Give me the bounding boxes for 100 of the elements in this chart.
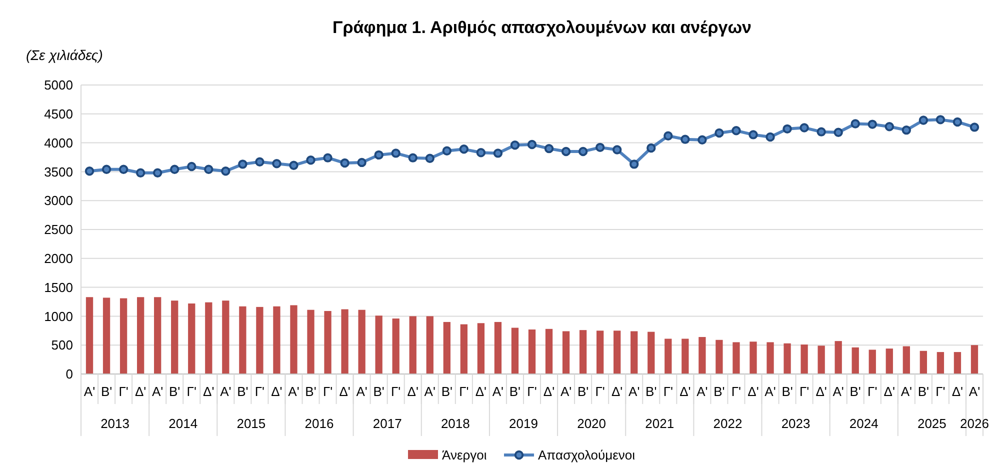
point xyxy=(664,131,673,140)
point xyxy=(766,132,775,142)
x-tick-label: Δ' xyxy=(134,384,146,399)
point xyxy=(306,156,316,165)
x-tick-label: Δ' xyxy=(680,384,691,399)
point xyxy=(646,143,656,153)
point xyxy=(884,122,894,132)
y-tick-label: 0 xyxy=(66,366,73,382)
x-tick-label: Β' xyxy=(100,384,112,399)
point xyxy=(374,150,384,160)
point xyxy=(816,127,826,136)
point xyxy=(255,157,264,166)
point xyxy=(595,142,605,152)
text: 2025 xyxy=(917,416,946,431)
point xyxy=(289,160,298,170)
text: 2026 xyxy=(960,416,989,431)
x-tick-label: Β' xyxy=(305,384,316,399)
point xyxy=(630,160,639,169)
x-tick-label: Δ' xyxy=(475,384,487,399)
text: 2016 xyxy=(304,416,334,431)
point xyxy=(936,115,946,124)
point xyxy=(834,128,843,137)
x-tick-label: Α' xyxy=(356,384,368,399)
text: 2015 xyxy=(236,416,266,431)
y-tick-label: 500 xyxy=(51,338,73,353)
y-tick-label: 3000 xyxy=(44,193,73,208)
bar xyxy=(902,346,910,374)
x-tick-label: Α' xyxy=(696,384,708,399)
x-tick-label: Γ' xyxy=(527,384,537,399)
bar xyxy=(409,316,416,374)
x-tick-label: Γ' xyxy=(799,384,810,399)
text: 2019 xyxy=(509,416,538,431)
x-tick-label: Β' xyxy=(373,384,384,399)
x-tick-label: Α' xyxy=(968,384,980,399)
bar xyxy=(818,346,825,374)
x-tick-label: Α' xyxy=(288,384,300,399)
point xyxy=(493,148,503,158)
x-tick-label: Γ' xyxy=(322,384,333,399)
y-tick-label: 4500 xyxy=(44,106,73,122)
x-tick-label: Β' xyxy=(782,384,793,399)
point xyxy=(698,135,707,145)
x-tick-label: Α' xyxy=(424,384,436,399)
x-tick-label: Α' xyxy=(84,384,96,399)
x-tick-label: Β' xyxy=(237,384,248,399)
point xyxy=(544,144,554,154)
point xyxy=(221,166,230,176)
point xyxy=(442,146,452,156)
x-tick-label: Β' xyxy=(577,384,589,399)
point xyxy=(561,146,571,156)
point xyxy=(510,140,520,150)
point xyxy=(204,164,214,174)
text: 2020 xyxy=(577,416,606,431)
bar xyxy=(273,306,280,374)
point xyxy=(425,154,434,164)
y-tick-label: 2000 xyxy=(44,250,73,266)
x-tick-label: Α' xyxy=(492,384,504,399)
point xyxy=(902,125,912,135)
point xyxy=(408,153,418,162)
x-tick-label: Β' xyxy=(714,384,725,399)
text: 2024 xyxy=(849,416,878,431)
point xyxy=(748,130,758,140)
point xyxy=(732,126,741,136)
x-tick-label: Γ' xyxy=(595,384,605,399)
y-tick-label: 2500 xyxy=(44,222,73,238)
point xyxy=(952,117,962,127)
bar xyxy=(460,324,468,374)
bar xyxy=(341,309,348,374)
x-tick-label: Α' xyxy=(628,384,640,399)
bar xyxy=(205,302,212,374)
x-tick-label: Γ' xyxy=(391,384,401,399)
bar xyxy=(716,340,723,374)
point xyxy=(170,164,180,174)
text: 2021 xyxy=(645,416,674,431)
point xyxy=(527,140,537,150)
point xyxy=(476,148,486,158)
x-tick-label: Α' xyxy=(152,384,164,399)
bar xyxy=(222,300,230,374)
bar xyxy=(682,338,689,374)
point xyxy=(680,134,690,144)
bar xyxy=(528,329,536,374)
point xyxy=(340,158,350,168)
x-tick-label: Γ' xyxy=(118,384,128,399)
bar xyxy=(750,342,757,374)
bar xyxy=(171,300,178,374)
point xyxy=(84,166,94,176)
text: 2014 xyxy=(168,416,198,431)
bar xyxy=(545,328,553,374)
point xyxy=(391,148,400,158)
y-tick-label: 3500 xyxy=(44,164,73,180)
bar xyxy=(868,350,876,374)
text: 2013 xyxy=(100,416,130,431)
x-tick-label: Α' xyxy=(560,384,572,399)
bar xyxy=(324,311,332,374)
bar xyxy=(477,323,485,374)
bar xyxy=(920,350,928,374)
x-tick-label: Β' xyxy=(918,384,930,399)
point xyxy=(714,128,724,138)
point xyxy=(357,158,366,168)
x-tick-label: Γ' xyxy=(186,384,196,399)
bar xyxy=(936,352,944,374)
